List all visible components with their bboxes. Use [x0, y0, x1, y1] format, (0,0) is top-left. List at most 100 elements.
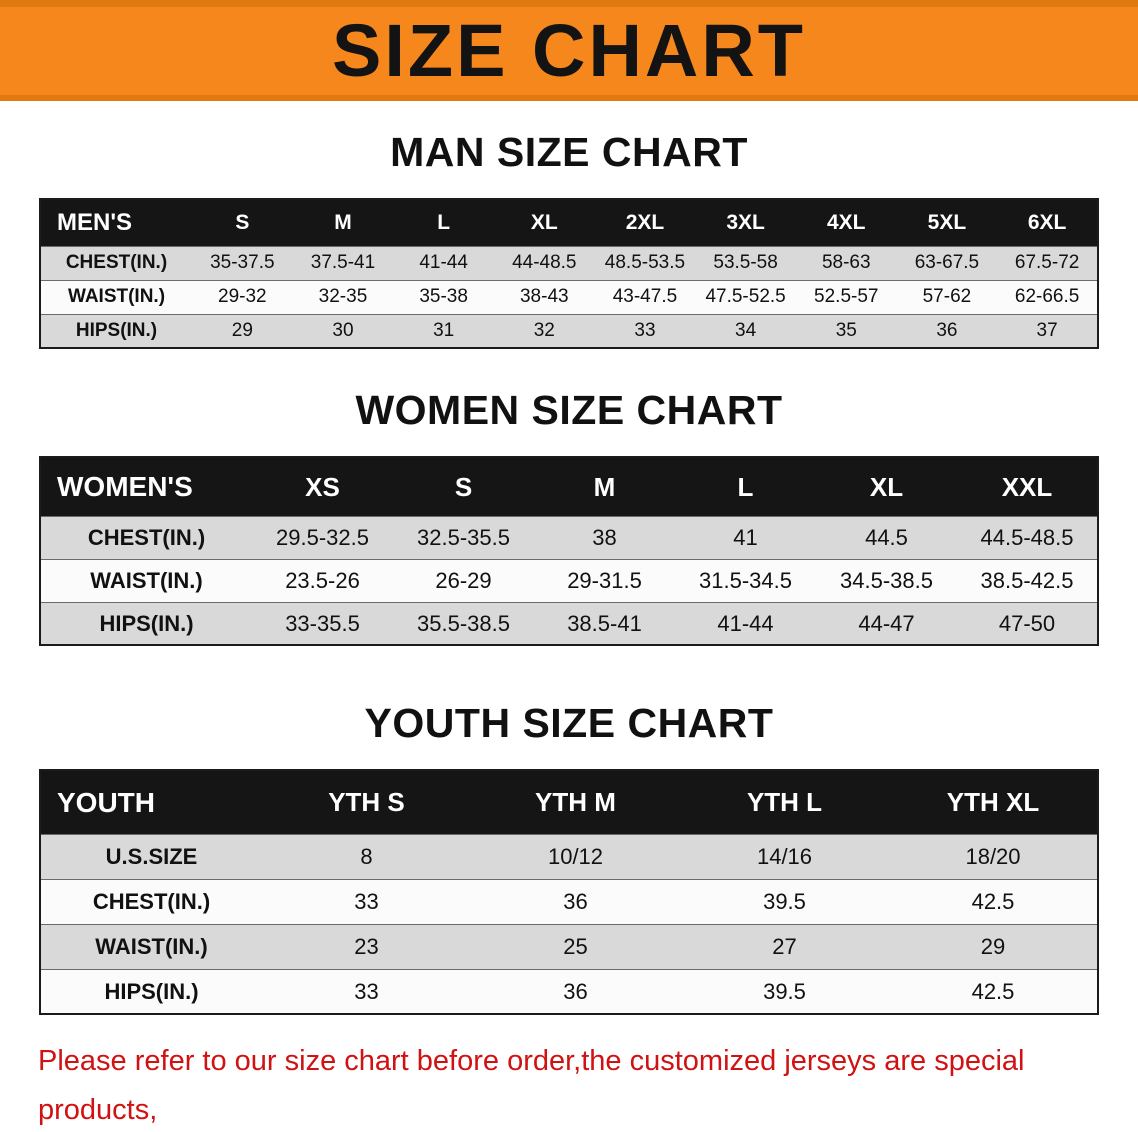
banner: SIZE CHART	[0, 0, 1138, 101]
size-column-header: XXL	[957, 457, 1098, 517]
size-chart-sections: MAN SIZE CHART MEN'S S M L XL 2XL 3XL 4XL 5XL 6XL C…	[0, 129, 1138, 1016]
size-value-cell: 36	[471, 878, 680, 925]
row-label: U.S.SIZE	[40, 833, 262, 880]
size-column-header: M	[534, 457, 675, 517]
size-value-cell: 44.5	[816, 515, 957, 560]
table-header-row: WOMEN'S XS S M L XL XXL	[40, 457, 1098, 517]
row-label: CHEST(IN.)	[40, 515, 252, 560]
row-label: WAIST(IN.)	[40, 558, 252, 603]
size-value-cell: 42.5	[889, 878, 1098, 925]
table-row: WAIST(IN.) 23.5-26 26-29 29-31.5 31.5-34.5 34…	[40, 558, 1098, 603]
size-value-cell: 43-47.5	[594, 279, 696, 315]
size-value-cell: 33	[262, 968, 471, 1015]
table-header-row: MEN'S S M L XL 2XL 3XL 4XL 5XL 6XL	[40, 199, 1098, 247]
row-label: HIPS(IN.)	[40, 968, 262, 1015]
size-value-cell: 29-31.5	[534, 558, 675, 603]
size-value-cell: 44-48.5	[493, 245, 595, 281]
size-value-cell: 39.5	[680, 968, 889, 1015]
size-column-header: XL	[816, 457, 957, 517]
table-row: HIPS(IN.) 33 36 39.5 42.5	[40, 968, 1098, 1015]
size-value-cell: 8	[262, 833, 471, 880]
section-youth: YOUTH SIZE CHART YOUTH YTH S YTH M YTH L YTH …	[0, 700, 1138, 1016]
size-value-cell: 63-67.5	[896, 245, 998, 281]
size-column-header: 2XL	[594, 199, 696, 247]
size-column-header: YTH M	[471, 770, 680, 835]
mens-section-heading: MAN SIZE CHART	[390, 129, 748, 175]
womens-section-heading: WOMEN SIZE CHART	[355, 387, 783, 434]
size-value-cell: 36	[896, 313, 998, 349]
size-value-cell: 31	[393, 313, 494, 349]
size-value-cell: 44-47	[816, 601, 957, 646]
table-row: HIPS(IN.) 33-35.5 35.5-38.5 38.5-41 41-44 44-…	[40, 601, 1098, 646]
womens-size-table: WOMEN'S XS S M L XL XXL CHEST(IN.) 29.5-32.5 32.5…	[39, 456, 1099, 647]
size-value-cell: 38-43	[493, 279, 595, 315]
size-value-cell: 34.5-38.5	[816, 558, 957, 603]
row-label: WAIST(IN.)	[40, 923, 262, 970]
size-value-cell: 41-44	[393, 245, 494, 281]
size-column-header: YTH L	[680, 770, 889, 835]
disclaimer-line-1: Please refer to our size chart before or…	[38, 1045, 1025, 1127]
youth-size-table: YOUTH YTH S YTH M YTH L YTH XL U.S.SIZE 8 10/12…	[39, 769, 1099, 1016]
size-value-cell: 32	[493, 313, 595, 349]
size-value-cell: 37	[997, 313, 1098, 349]
row-label: CHEST(IN.)	[40, 245, 192, 281]
table-row: WAIST(IN.) 23 25 27 29	[40, 923, 1098, 970]
size-column-header: YTH XL	[889, 770, 1098, 835]
size-value-cell: 44.5-48.5	[957, 515, 1098, 560]
size-column-header: L	[675, 457, 816, 517]
size-value-cell: 32.5-35.5	[393, 515, 534, 560]
size-value-cell: 29-32	[192, 279, 293, 315]
table-row: U.S.SIZE 8 10/12 14/16 18/20	[40, 833, 1098, 880]
size-value-cell: 48.5-53.5	[594, 245, 696, 281]
size-value-cell: 58-63	[795, 245, 897, 281]
size-value-cell: 35-37.5	[192, 245, 293, 281]
table-row: CHEST(IN.) 29.5-32.5 32.5-35.5 38 41 44.5 44.5…	[40, 515, 1098, 560]
size-value-cell: 47.5-52.5	[695, 279, 796, 315]
size-value-cell: 42.5	[889, 968, 1098, 1015]
size-value-cell: 27	[680, 923, 889, 970]
size-column-header: S	[393, 457, 534, 517]
section-womens: WOMEN SIZE CHART WOMEN'S XS S M L XL XXL CHEST(I…	[0, 387, 1138, 647]
mens-size-table: MEN'S S M L XL 2XL 3XL 4XL 5XL 6XL CHEST(IN.) 35-37…	[39, 198, 1099, 350]
size-value-cell: 38.5-42.5	[957, 558, 1098, 603]
size-value-cell: 33-35.5	[252, 601, 393, 646]
size-value-cell: 29.5-32.5	[252, 515, 393, 560]
size-value-cell: 23	[262, 923, 471, 970]
table-title-cell: MEN'S	[40, 199, 192, 247]
table-row: CHEST(IN.) 35-37.5 37.5-41 41-44 44-48.5 48.5…	[40, 245, 1098, 281]
disclaimer: Please refer to our size chart before or…	[38, 1037, 1108, 1132]
size-value-cell: 41	[675, 515, 816, 560]
size-column-header: M	[292, 199, 394, 247]
size-value-cell: 37.5-41	[292, 245, 394, 281]
table-row: HIPS(IN.) 29 30 31 32 33 34 35 36 37	[40, 313, 1098, 349]
size-column-header: XL	[493, 199, 595, 247]
size-value-cell: 39.5	[680, 878, 889, 925]
size-value-cell: 53.5-58	[695, 245, 796, 281]
row-label: HIPS(IN.)	[40, 601, 252, 646]
size-value-cell: 35-38	[393, 279, 494, 315]
size-value-cell: 34	[695, 313, 796, 349]
size-value-cell: 25	[471, 923, 680, 970]
size-value-cell: 52.5-57	[795, 279, 897, 315]
size-column-header: 5XL	[896, 199, 998, 247]
size-value-cell: 14/16	[680, 833, 889, 880]
size-value-cell: 26-29	[393, 558, 534, 603]
page-title: SIZE CHART	[332, 9, 806, 92]
size-value-cell: 29	[192, 313, 293, 349]
size-value-cell: 33	[594, 313, 696, 349]
size-value-cell: 35	[795, 313, 897, 349]
size-value-cell: 41-44	[675, 601, 816, 646]
size-value-cell: 62-66.5	[997, 279, 1098, 315]
size-column-header: L	[393, 199, 494, 247]
size-column-header: 6XL	[997, 199, 1098, 247]
size-value-cell: 57-62	[896, 279, 998, 315]
size-column-header: 4XL	[795, 199, 897, 247]
row-label: WAIST(IN.)	[40, 279, 192, 315]
table-row: CHEST(IN.) 33 36 39.5 42.5	[40, 878, 1098, 925]
row-label: HIPS(IN.)	[40, 313, 192, 349]
section-mens: MAN SIZE CHART MEN'S S M L XL 2XL 3XL 4XL 5XL 6XL C…	[0, 129, 1138, 350]
size-value-cell: 38	[534, 515, 675, 560]
size-value-cell: 23.5-26	[252, 558, 393, 603]
size-column-header: XS	[252, 457, 393, 517]
